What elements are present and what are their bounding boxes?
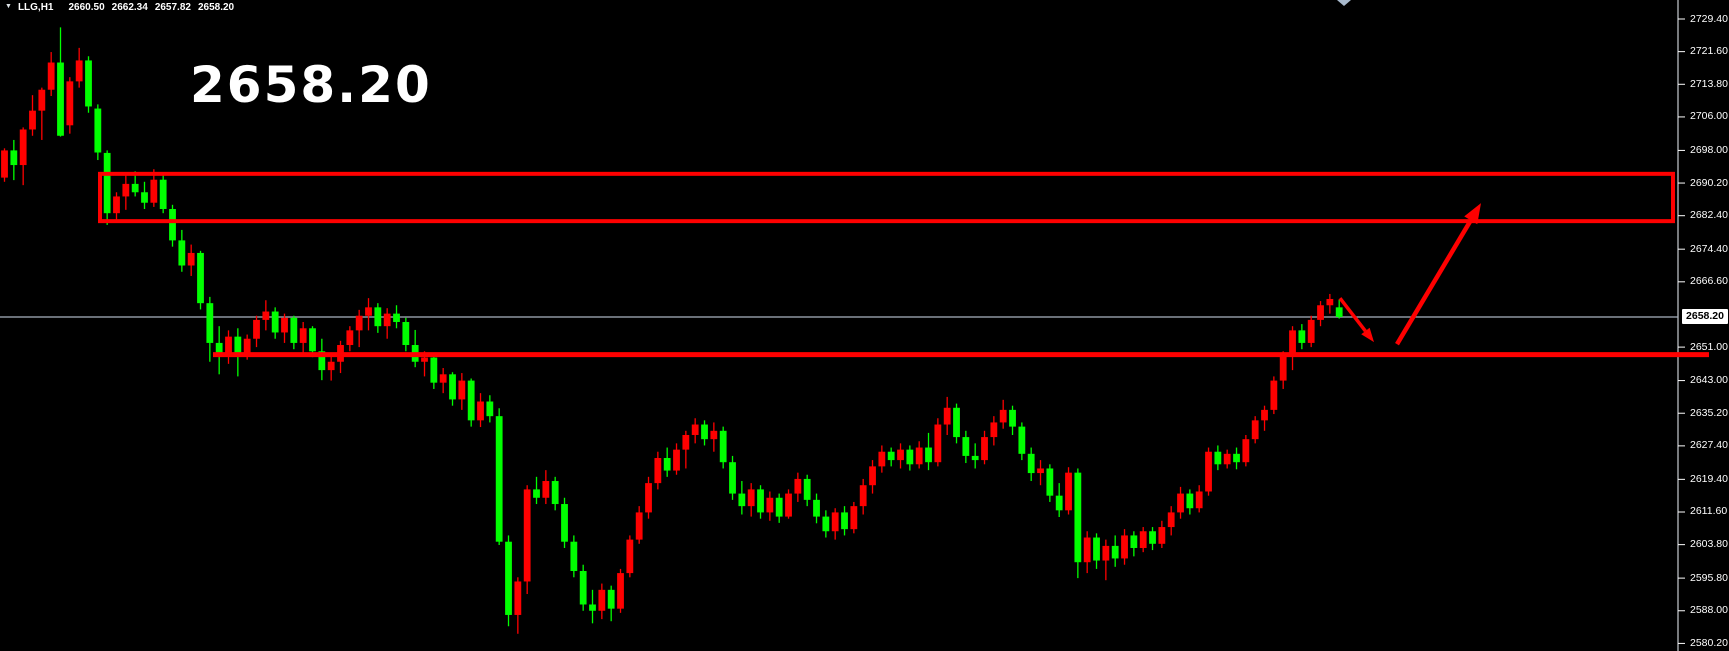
axis-tick-label: 2627.40 (1690, 439, 1728, 452)
resistance-zone-rect[interactable] (98, 171, 1675, 224)
axis-tick-label: 2643.00 (1690, 374, 1728, 387)
axis-tick-label: 2666.60 (1690, 275, 1728, 288)
axis-tick-label: 2635.20 (1690, 406, 1728, 419)
axis-tick-label: 2682.40 (1690, 209, 1728, 222)
open-value: 2660.50 (68, 2, 105, 13)
axis-tick-label: 2713.80 (1690, 77, 1728, 90)
pullback-down-arrow[interactable] (1338, 297, 1374, 343)
axis-tick-label: 2651.00 (1690, 340, 1728, 353)
axis-tick-label: 2690.20 (1690, 176, 1728, 189)
axis-tick-label: 2595.80 (1690, 571, 1728, 584)
axis-tick-label: 2580.20 (1690, 636, 1728, 649)
axis-tick-label: 2611.60 (1690, 505, 1728, 518)
symbol-dropdown-icon[interactable]: ▼ (5, 3, 12, 10)
current-price-tag: 2658.20 (1682, 309, 1728, 325)
axis-border (1677, 0, 1685, 651)
price-watermark-text: 2658.20 (190, 56, 432, 114)
chart-ohlc-header: ▼ LLG,H1 2660.50 2662.34 2657.82 2658.20 (5, 2, 234, 13)
symbol-timeframe-label: LLG,H1 (17, 2, 54, 13)
axis-tick-label: 2721.60 (1690, 45, 1728, 58)
close-value: 2658.20 (197, 2, 235, 13)
high-value: 2662.34 (111, 2, 148, 13)
axis-tick-label: 2603.80 (1690, 538, 1728, 551)
axis-tick-label: 2674.40 (1690, 242, 1728, 255)
axis-tick-label: 2698.00 (1690, 143, 1728, 156)
axis-tick-label: 2706.00 (1690, 110, 1728, 123)
axis-tick-label: 2588.00 (1690, 604, 1728, 617)
axis-tick-label: 2729.40 (1690, 12, 1728, 25)
axis-tick-label: 2619.40 (1690, 472, 1728, 485)
candles (1, 27, 1343, 634)
breakout-up-arrow[interactable] (1395, 203, 1481, 346)
low-value: 2657.82 (154, 2, 191, 13)
latest-bar-marker-icon (1337, 0, 1351, 6)
